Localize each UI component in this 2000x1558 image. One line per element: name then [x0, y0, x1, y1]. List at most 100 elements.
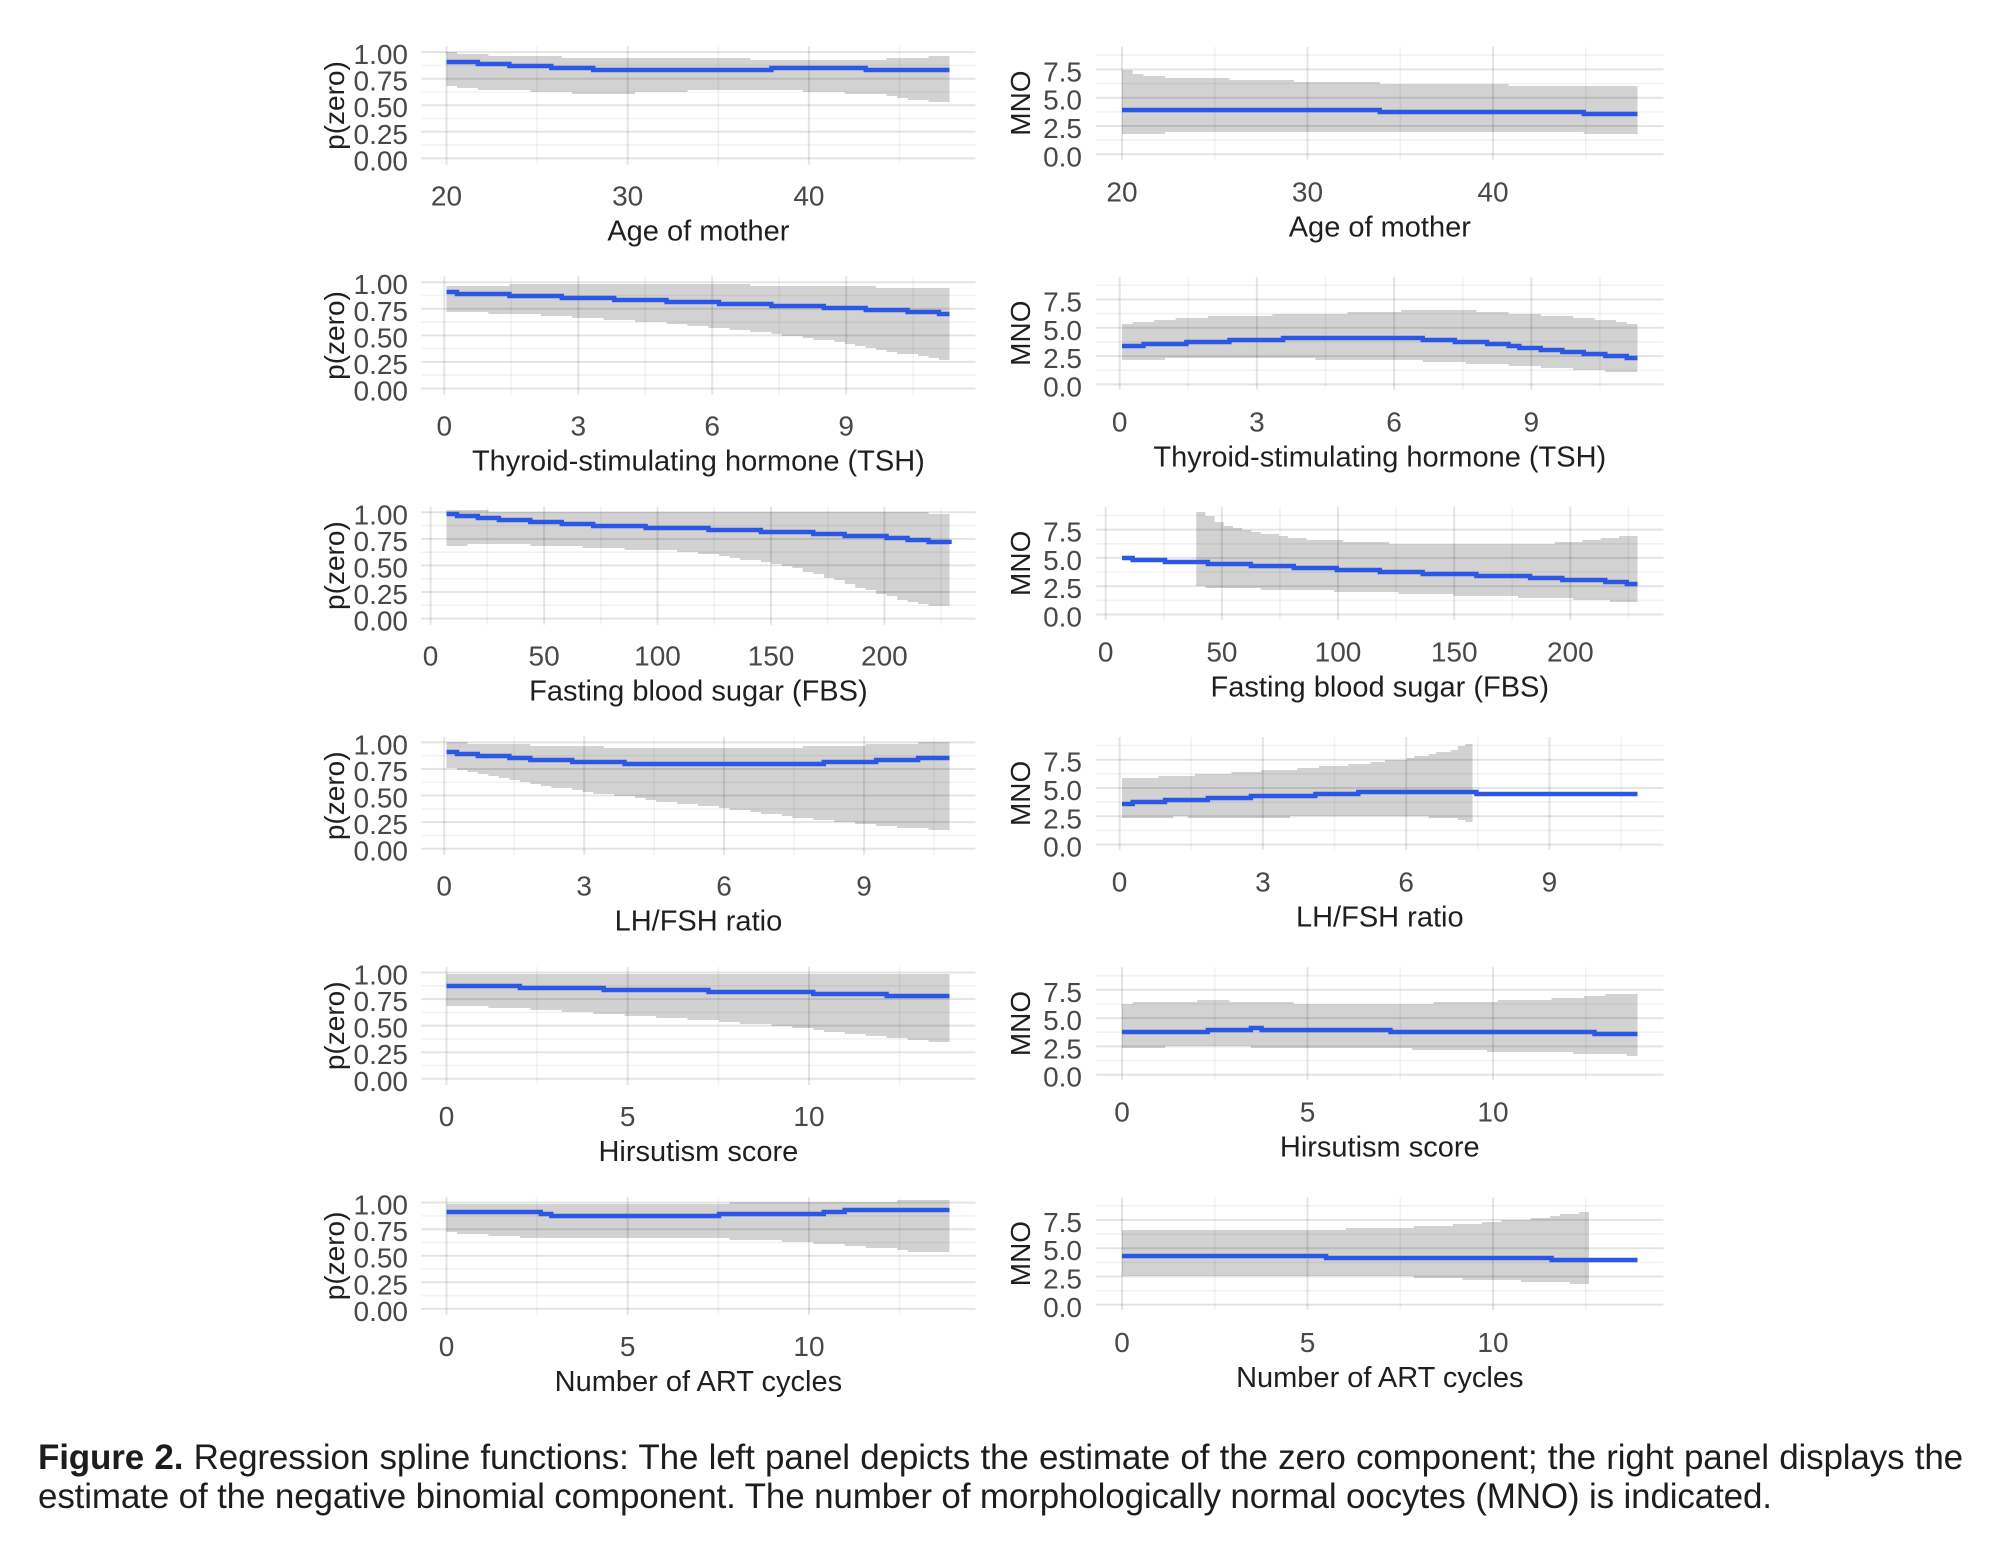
svg-text:5.0: 5.0 — [1043, 545, 1082, 576]
svg-text:MNO: MNO — [1005, 301, 1036, 366]
svg-text:150: 150 — [748, 641, 795, 672]
svg-text:0: 0 — [1114, 1097, 1130, 1128]
svg-text:0.25: 0.25 — [354, 119, 409, 150]
svg-text:3: 3 — [1249, 406, 1265, 437]
svg-text:Fasting blood sugar (FBS): Fasting blood sugar (FBS) — [529, 676, 867, 708]
svg-text:0.00: 0.00 — [354, 1296, 409, 1327]
svg-text:20: 20 — [431, 180, 462, 211]
svg-text:5: 5 — [1300, 1327, 1316, 1358]
svg-text:2.5: 2.5 — [1043, 803, 1082, 834]
svg-text:0: 0 — [439, 1331, 455, 1362]
svg-text:2.5: 2.5 — [1043, 1033, 1082, 1064]
svg-text:9: 9 — [1524, 406, 1540, 437]
svg-text:2.5: 2.5 — [1043, 573, 1082, 604]
svg-text:0.50: 0.50 — [354, 92, 409, 123]
svg-text:6: 6 — [704, 411, 720, 442]
svg-text:0.00: 0.00 — [354, 606, 409, 637]
svg-text:0.0: 0.0 — [1043, 141, 1082, 172]
svg-text:7.5: 7.5 — [1043, 1207, 1082, 1238]
svg-text:Number of ART cycles: Number of ART cycles — [555, 1366, 842, 1398]
svg-text:1.00: 1.00 — [354, 729, 409, 760]
svg-text:10: 10 — [793, 1101, 824, 1132]
svg-text:0.25: 0.25 — [354, 579, 409, 610]
svg-text:100: 100 — [634, 641, 681, 672]
svg-text:10: 10 — [793, 1331, 824, 1362]
svg-text:1.00: 1.00 — [354, 960, 409, 991]
svg-text:0: 0 — [1112, 406, 1128, 437]
svg-text:50: 50 — [529, 641, 560, 672]
svg-text:30: 30 — [1292, 176, 1323, 207]
svg-text:5: 5 — [1300, 1097, 1316, 1128]
svg-text:Age of mother: Age of mother — [607, 215, 789, 247]
svg-text:3: 3 — [576, 871, 592, 902]
svg-text:7.5: 7.5 — [1043, 747, 1082, 778]
svg-text:0.25: 0.25 — [354, 349, 409, 380]
svg-text:0: 0 — [437, 411, 453, 442]
svg-text:0: 0 — [1112, 867, 1128, 898]
svg-text:5.0: 5.0 — [1043, 1235, 1082, 1266]
svg-text:MNO: MNO — [1005, 991, 1036, 1056]
svg-text:7.5: 7.5 — [1043, 517, 1082, 548]
svg-text:0.00: 0.00 — [354, 1066, 409, 1097]
svg-text:Age of mother: Age of mother — [1289, 211, 1471, 243]
svg-text:9: 9 — [856, 871, 872, 902]
svg-text:9: 9 — [838, 411, 854, 442]
svg-text:1.00: 1.00 — [354, 39, 409, 70]
svg-text:200: 200 — [861, 641, 908, 672]
svg-text:0: 0 — [1114, 1327, 1130, 1358]
svg-text:40: 40 — [793, 180, 824, 211]
svg-text:0.75: 0.75 — [354, 296, 409, 327]
svg-text:5: 5 — [620, 1101, 636, 1132]
svg-text:40: 40 — [1477, 176, 1508, 207]
svg-text:0: 0 — [423, 641, 439, 672]
svg-text:6: 6 — [716, 871, 732, 902]
svg-text:LH/FSH ratio: LH/FSH ratio — [615, 906, 783, 938]
svg-text:LH/FSH ratio: LH/FSH ratio — [1296, 902, 1464, 934]
svg-text:Hirsutism score: Hirsutism score — [598, 1136, 798, 1168]
svg-text:0.75: 0.75 — [354, 526, 409, 557]
svg-text:0.00: 0.00 — [354, 145, 409, 176]
svg-text:0.50: 0.50 — [354, 322, 409, 353]
svg-text:0.50: 0.50 — [354, 783, 409, 814]
svg-text:p(zero): p(zero) — [319, 981, 350, 1070]
svg-text:0.0: 0.0 — [1043, 832, 1082, 863]
svg-text:150: 150 — [1431, 637, 1478, 668]
svg-text:2.5: 2.5 — [1043, 1264, 1082, 1295]
svg-text:6: 6 — [1386, 406, 1402, 437]
svg-text:3: 3 — [1255, 867, 1271, 898]
svg-text:100: 100 — [1315, 637, 1362, 668]
svg-text:Hirsutism score: Hirsutism score — [1280, 1132, 1480, 1164]
svg-text:1.00: 1.00 — [354, 269, 409, 300]
svg-text:5.0: 5.0 — [1043, 1005, 1082, 1036]
svg-text:1.00: 1.00 — [354, 1190, 409, 1221]
svg-text:0.75: 0.75 — [354, 986, 409, 1017]
svg-text:5: 5 — [620, 1331, 636, 1362]
svg-text:0.50: 0.50 — [354, 552, 409, 583]
svg-text:p(zero): p(zero) — [319, 1212, 350, 1301]
svg-text:p(zero): p(zero) — [319, 61, 350, 150]
svg-text:0.00: 0.00 — [354, 836, 409, 867]
svg-text:MNO: MNO — [1005, 531, 1036, 596]
svg-text:50: 50 — [1206, 637, 1237, 668]
svg-text:0: 0 — [1098, 637, 1114, 668]
svg-text:7.5: 7.5 — [1043, 56, 1082, 87]
svg-text:0: 0 — [436, 871, 452, 902]
svg-text:0.25: 0.25 — [354, 809, 409, 840]
svg-text:0.0: 0.0 — [1043, 1062, 1082, 1093]
svg-text:0.00: 0.00 — [354, 376, 409, 407]
svg-text:MNO: MNO — [1005, 1221, 1036, 1286]
svg-text:0.50: 0.50 — [354, 1243, 409, 1274]
svg-text:5.0: 5.0 — [1043, 775, 1082, 806]
svg-text:Number of ART cycles: Number of ART cycles — [1236, 1362, 1523, 1394]
svg-text:0.0: 0.0 — [1043, 602, 1082, 633]
svg-text:9: 9 — [1542, 867, 1558, 898]
svg-text:0.0: 0.0 — [1043, 371, 1082, 402]
svg-text:p(zero): p(zero) — [319, 291, 350, 380]
svg-text:0.75: 0.75 — [354, 756, 409, 787]
svg-text:2.5: 2.5 — [1043, 343, 1082, 374]
svg-text:p(zero): p(zero) — [319, 521, 350, 610]
svg-text:6: 6 — [1398, 867, 1414, 898]
svg-text:0.25: 0.25 — [354, 1269, 409, 1300]
svg-text:10: 10 — [1477, 1327, 1508, 1358]
svg-text:Fasting blood sugar (FBS): Fasting blood sugar (FBS) — [1211, 672, 1549, 704]
